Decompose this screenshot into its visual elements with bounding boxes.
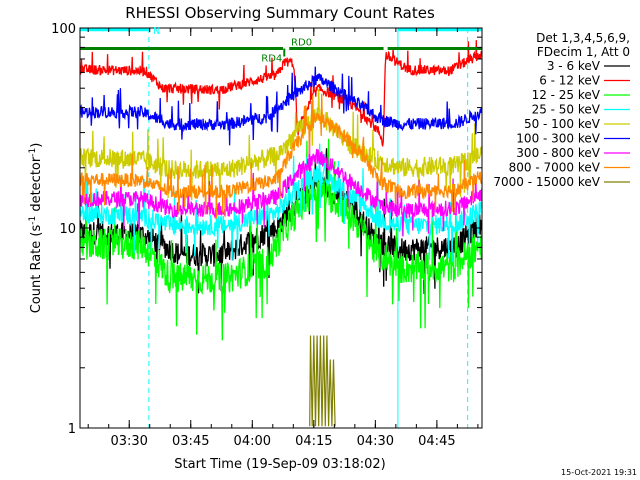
y-tick-label: 1 (68, 422, 76, 437)
y-axis: 1 10 100 (51, 22, 482, 437)
top-bar-label-rd4: RD4 (261, 53, 282, 64)
x-tick-label: 03:30 (110, 434, 147, 449)
x-tick-label: 04:15 (295, 434, 332, 449)
series-line (80, 40, 482, 148)
legend-entry-label: 50 - 100 keV (524, 117, 601, 131)
legend-entry-label: 12 - 25 keV (532, 88, 601, 102)
series-line (80, 148, 482, 295)
series-line (80, 66, 482, 146)
x-tick-label: 03:45 (172, 434, 209, 449)
top-bar-label-n: N (153, 26, 160, 37)
y-tick-label: 10 (59, 222, 76, 237)
legend: Det 1,3,4,5,6,9, FDecim 1, Att 0 3 - 6 k… (493, 31, 630, 189)
legend-entry-label: 100 - 300 keV (516, 132, 600, 146)
legend-entry-label: 800 - 7000 keV (509, 161, 601, 175)
y-tick-label: 100 (51, 22, 76, 37)
x-axis: 03:30 03:45 04:00 04:15 04:30 04:45 (87, 28, 479, 449)
legend-entry-label: 7000 - 15000 keV (493, 175, 600, 189)
chart-title: RHESSI Observing Summary Count Rates (125, 4, 435, 22)
x-tick-label: 04:00 (234, 434, 271, 449)
legend-header-line-1: Det 1,3,4,5,6,9, (536, 31, 630, 45)
plot-area (80, 28, 482, 428)
series-line (80, 138, 482, 341)
series-line (80, 93, 482, 219)
x-axis-label: Start Time (19-Sep-09 03:18:02) (174, 457, 385, 472)
x-tick-label: 04:45 (418, 434, 455, 449)
legend-entry-label: 3 - 6 keV (547, 59, 601, 73)
footer-timestamp: 15-Oct-2021 19:31 (561, 468, 637, 477)
series-line (80, 143, 482, 263)
x-tick-label: 04:30 (357, 434, 394, 449)
series-line (80, 88, 482, 210)
series-line (309, 335, 336, 427)
y-axis-label: Count Rate (s-1 detector-1) (28, 143, 44, 314)
legend-entry-label: 300 - 800 keV (516, 146, 600, 160)
series-line (80, 134, 482, 237)
legend-entry-label: 25 - 50 keV (532, 103, 601, 117)
legend-header-line-2: FDecim 1, Att 0 (537, 45, 630, 59)
legend-entry-label: 6 - 12 keV (539, 74, 601, 88)
top-bar-label-rd0: RD0 (291, 37, 312, 48)
